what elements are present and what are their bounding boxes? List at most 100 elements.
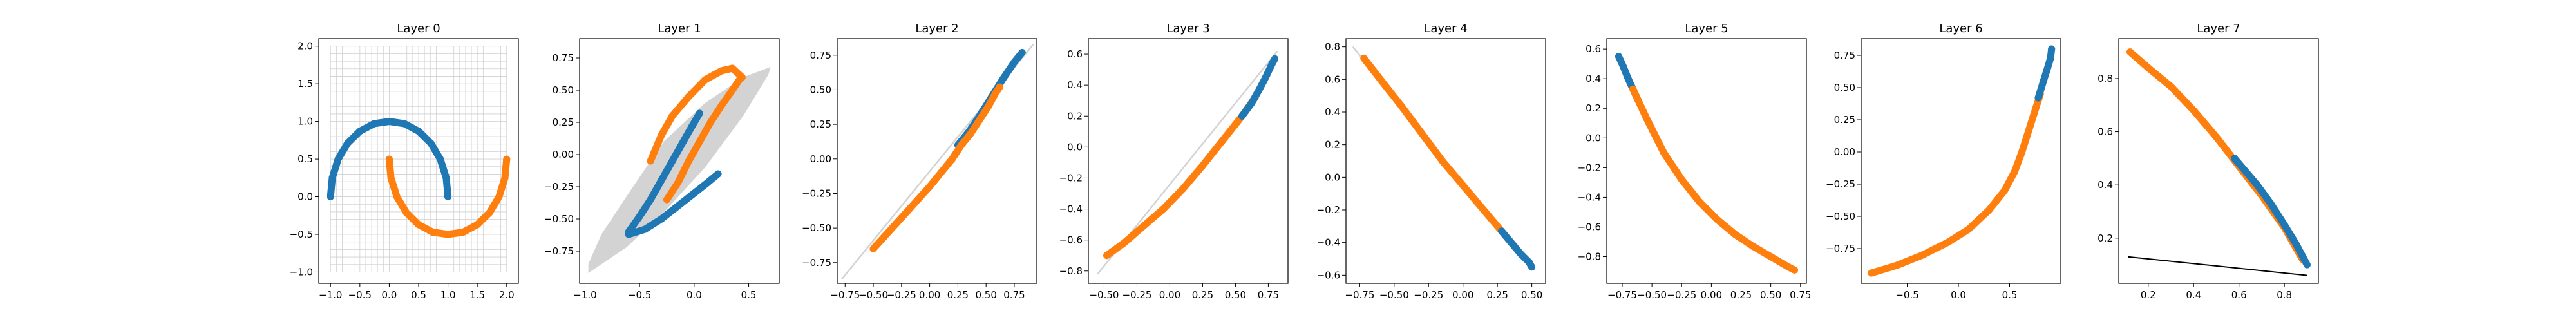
y-tick-label: −0.25 [1826,178,1855,190]
x-tick-label: 0.0 [687,289,702,301]
data-point [1629,85,1637,93]
y-tick-label: 0.6 [2098,126,2113,138]
y-tick-label: 0.4 [1586,73,1601,84]
data-point [728,64,736,72]
data-point [737,73,745,81]
data-point [685,93,692,100]
y-tick-label: −0.25 [802,187,831,199]
x-tick-label: 0.5 [2002,289,2018,301]
series-orange-0 [1360,54,1519,251]
data-point [2126,48,2134,56]
data-point [2043,64,2051,72]
data-point [327,193,334,201]
x-tick-label: −0.50 [858,289,888,301]
y-tick-label: −0.6 [1059,234,1083,246]
panel-title: Layer 6 [1939,22,1982,35]
data-point [869,245,877,252]
data-point [696,138,703,146]
x-tick-label: 0.25 [1486,289,1508,301]
data-point [1696,198,1703,205]
y-tick-label: −0.50 [802,222,831,234]
data-point [1271,55,1279,62]
data-point [1660,149,1668,156]
y-tick-label: −0.50 [544,213,574,225]
data-point [2048,45,2056,53]
data-point [501,174,509,182]
y-tick-label: −0.4 [1059,204,1083,215]
axes-frame [2118,38,2319,284]
x-tick-label: 0.5 [741,289,757,301]
data-point [1965,225,1973,233]
y-tick-label: 0.25 [810,118,831,130]
data-point [937,169,945,176]
x-tick-label: −0.75 [830,289,860,301]
x-tick-label: −0.5 [628,289,651,301]
x-tick-label: 0.0 [381,289,397,301]
y-tick-label: −0.5 [290,229,313,240]
data-point [717,67,725,75]
data-point [415,128,422,135]
axes-frame [837,38,1037,284]
data-point [2253,181,2261,189]
y-tick-label: 0.2 [1325,139,1340,151]
y-tick-label: 0.00 [553,149,574,160]
data-point [914,195,922,203]
series-orange-0 [1103,93,1259,260]
x-tick-label: 0.50 [1760,289,1781,301]
data-point [473,221,481,229]
data-point [1255,86,1263,93]
data-point [1376,75,1384,83]
y-tick-label: 0.4 [1067,79,1083,91]
x-tick-label: 0.50 [1521,289,1542,301]
data-point [2190,107,2197,115]
data-point [1238,112,1246,120]
data-point [1120,239,1128,247]
y-tick-label: −0.8 [1578,251,1601,263]
y-tick-label: −0.2 [1578,162,1601,173]
data-point [1397,102,1405,109]
data-point [503,155,511,163]
data-point [1508,239,1515,247]
data-point [1615,53,1622,61]
data-point [1103,252,1111,260]
x-tick-label: 0.75 [1003,289,1025,301]
data-point [1528,263,1536,271]
y-tick-label: 0.0 [1067,141,1083,153]
data-point [1140,222,1148,230]
data-point [2303,261,2311,269]
axes-frame [1088,38,1289,284]
data-point [444,231,452,238]
data-point [679,138,687,146]
data-point [1624,75,1632,82]
series-orange-0 [1868,90,2044,277]
data-point [2167,82,2175,90]
data-point [1439,157,1446,165]
data-point [495,193,503,201]
data-point [2212,133,2220,141]
data-point [647,157,654,165]
data-point [1985,206,1993,214]
y-tick-label: 0.6 [1325,73,1340,85]
data-point [402,209,410,216]
data-point [1247,100,1255,108]
data-point [2018,148,2026,156]
data-point [636,213,643,220]
plot-area [327,46,511,272]
y-tick-label: −0.2 [1317,204,1340,216]
y-tick-label: 0.25 [553,117,574,128]
y-tick-label: 0.75 [810,50,831,61]
x-tick-label: 0.8 [2277,289,2292,301]
y-tick-label: 0.00 [1834,146,1855,158]
panel-layer-3: −0.50 −0.25 0.00 0.25 0.50 0.75 −0.8 −0.6 −0.4 −0… [1059,22,1289,301]
y-tick-label: 0.00 [810,153,831,165]
plot-area [1352,46,1536,271]
panel-title: Layer 2 [915,22,958,35]
x-tick-label: 0.00 [1159,289,1180,301]
data-point [1731,231,1739,238]
data-point [690,189,698,197]
data-point [985,102,992,110]
data-point [1642,113,1650,121]
data-point [444,193,452,201]
data-point [668,157,676,165]
